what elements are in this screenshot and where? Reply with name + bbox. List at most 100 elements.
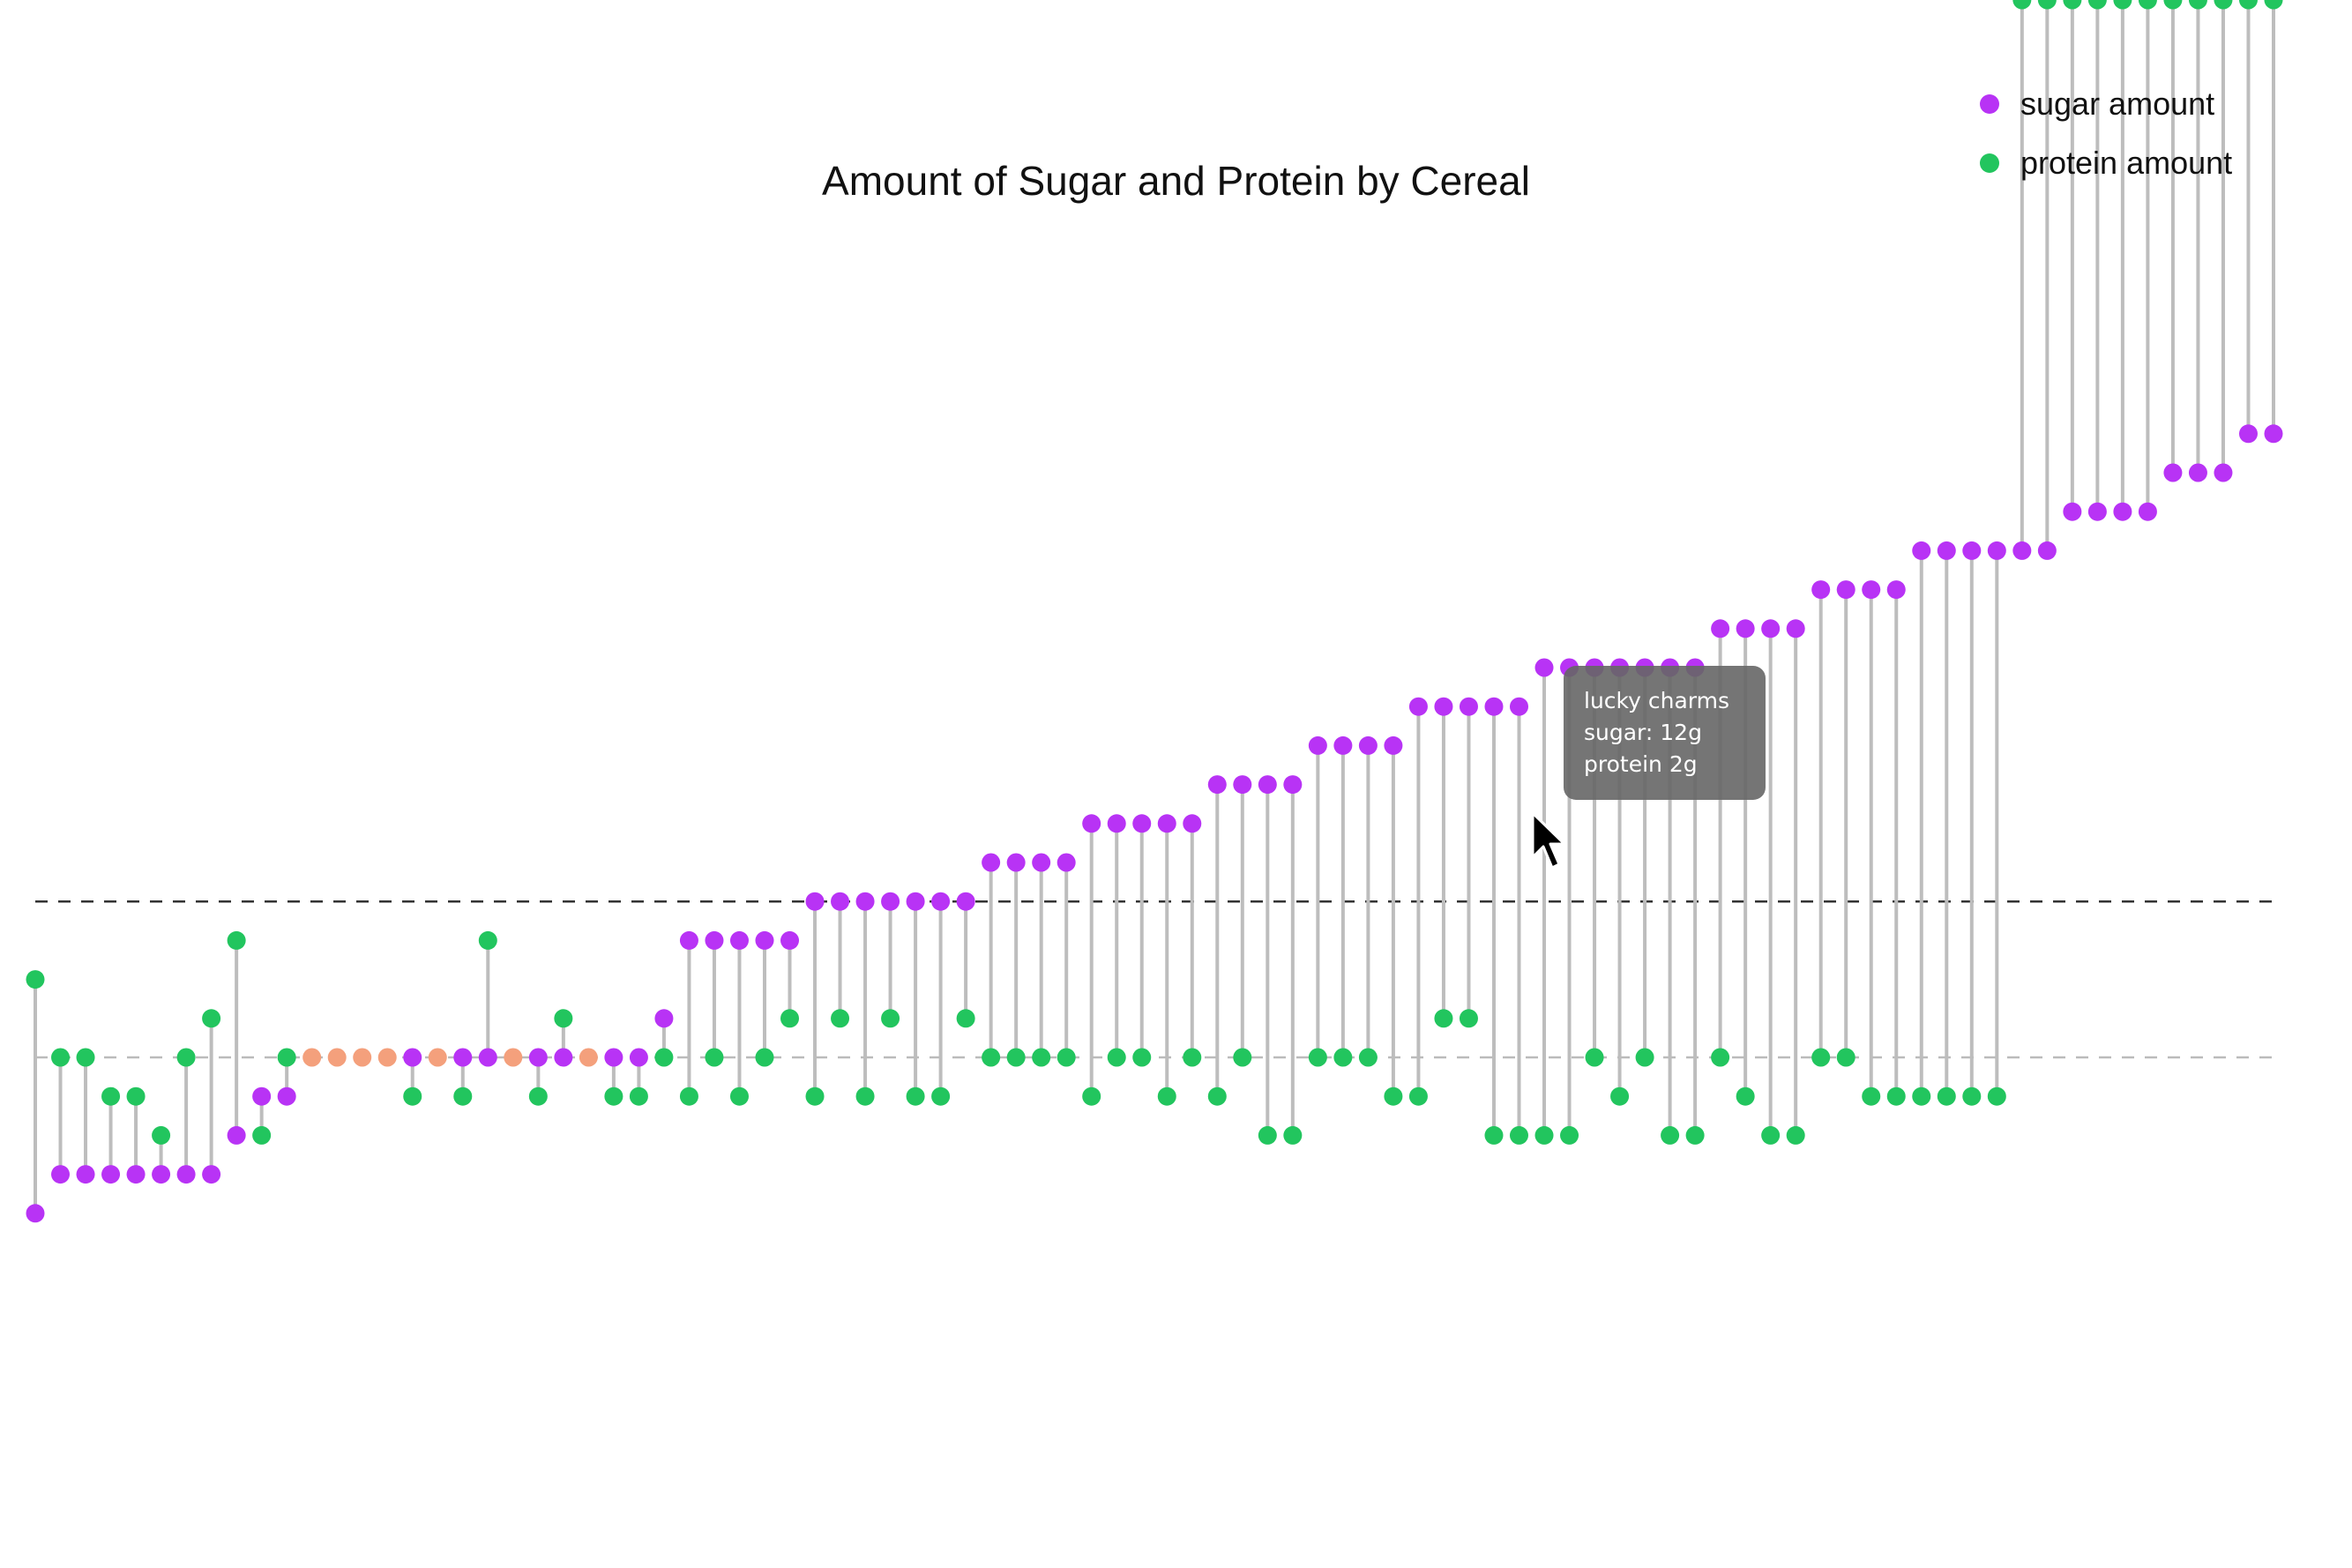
sugar-point[interactable] — [1333, 735, 1353, 755]
protein-point[interactable] — [1585, 1048, 1604, 1067]
sugar-point[interactable] — [2012, 541, 2032, 560]
sugar-point[interactable] — [982, 853, 1001, 872]
sugar-point[interactable] — [729, 930, 749, 950]
sugar-point[interactable] — [176, 1165, 196, 1184]
sugar-point[interactable] — [227, 1125, 246, 1145]
legend-item-sugar[interactable]: sugar amount — [1980, 74, 2232, 133]
sugar-point[interactable] — [478, 1048, 497, 1067]
protein-point[interactable] — [1207, 1086, 1227, 1106]
sugar-point[interactable] — [126, 1165, 146, 1184]
protein-point[interactable] — [1862, 1086, 1881, 1106]
sugar-point[interactable] — [1711, 619, 1730, 638]
protein-point[interactable] — [51, 1048, 71, 1067]
sugar-point[interactable] — [931, 892, 951, 911]
sugar-point[interactable] — [2087, 502, 2107, 521]
sugar-point[interactable] — [1962, 541, 1982, 560]
sugar-point[interactable] — [755, 930, 774, 950]
sugar-point[interactable] — [101, 1165, 121, 1184]
sugar-point[interactable] — [1107, 814, 1126, 833]
protein-point[interactable] — [2264, 0, 2283, 10]
sugar-point[interactable] — [1811, 580, 1831, 600]
protein-point[interactable] — [679, 1086, 698, 1106]
sugar-point[interactable] — [705, 930, 724, 950]
sugar-point[interactable] — [1207, 775, 1227, 795]
sugar-point[interactable] — [1308, 735, 1327, 755]
protein-point[interactable] — [2163, 0, 2183, 10]
sugar-point[interactable] — [629, 1048, 648, 1067]
protein-point[interactable] — [1484, 1125, 1504, 1145]
sugar-point[interactable] — [1761, 619, 1781, 638]
sugar-point[interactable] — [831, 892, 850, 911]
protein-point[interactable] — [227, 930, 246, 950]
protein-point[interactable] — [1711, 1048, 1730, 1067]
protein-point[interactable] — [1886, 1086, 1906, 1106]
sugar-point[interactable] — [956, 892, 975, 911]
protein-point[interactable] — [1736, 1086, 1755, 1106]
sugar-point[interactable] — [2264, 424, 2283, 444]
protein-point[interactable] — [805, 1086, 825, 1106]
protein-point[interactable] — [604, 1086, 623, 1106]
protein-point[interactable] — [528, 1086, 548, 1106]
sugar-point[interactable] — [1157, 814, 1176, 833]
sugar-point[interactable] — [881, 892, 900, 911]
sugar-point[interactable] — [252, 1086, 272, 1106]
protein-point[interactable] — [956, 1009, 975, 1028]
sugar-point[interactable] — [2163, 463, 2183, 482]
protein-point[interactable] — [2087, 0, 2107, 10]
protein-point[interactable] — [26, 970, 45, 989]
protein-point[interactable] — [2214, 0, 2233, 10]
protein-point[interactable] — [1408, 1086, 1428, 1106]
protein-point[interactable] — [2012, 0, 2032, 10]
sugar-point[interactable] — [403, 1048, 422, 1067]
protein-point[interactable] — [2037, 0, 2057, 10]
protein-point[interactable] — [1157, 1086, 1176, 1106]
protein-point[interactable] — [1057, 1048, 1076, 1067]
equal-point[interactable] — [377, 1048, 397, 1067]
sugar-point[interactable] — [1836, 580, 1855, 600]
protein-point[interactable] — [906, 1086, 925, 1106]
protein-point[interactable] — [1836, 1048, 1855, 1067]
sugar-point[interactable] — [780, 930, 800, 950]
protein-point[interactable] — [629, 1086, 648, 1106]
protein-point[interactable] — [931, 1086, 951, 1106]
sugar-point[interactable] — [1459, 697, 1478, 716]
sugar-point[interactable] — [1862, 580, 1881, 600]
protein-point[interactable] — [1610, 1086, 1630, 1106]
protein-point[interactable] — [1937, 1086, 1956, 1106]
equal-point[interactable] — [428, 1048, 447, 1067]
sugar-point[interactable] — [1258, 775, 1277, 795]
protein-point[interactable] — [277, 1048, 296, 1067]
sugar-point[interactable] — [2238, 424, 2258, 444]
sugar-point[interactable] — [855, 892, 875, 911]
protein-point[interactable] — [1132, 1048, 1152, 1067]
protein-point[interactable] — [1258, 1125, 1277, 1145]
protein-point[interactable] — [1283, 1125, 1303, 1145]
protein-point[interactable] — [855, 1086, 875, 1106]
sugar-point[interactable] — [2214, 463, 2233, 482]
protein-point[interactable] — [2138, 0, 2157, 10]
protein-point[interactable] — [1434, 1009, 1453, 1028]
protein-point[interactable] — [831, 1009, 850, 1028]
protein-point[interactable] — [1534, 1125, 1554, 1145]
sugar-point[interactable] — [1082, 814, 1101, 833]
protein-point[interactable] — [881, 1009, 900, 1028]
protein-point[interactable] — [1032, 1048, 1051, 1067]
protein-point[interactable] — [1183, 1048, 1202, 1067]
sugar-point[interactable] — [1408, 697, 1428, 716]
protein-point[interactable] — [1962, 1086, 1982, 1106]
protein-point[interactable] — [1459, 1009, 1478, 1028]
protein-point[interactable] — [780, 1009, 800, 1028]
protein-point[interactable] — [1082, 1086, 1101, 1106]
protein-point[interactable] — [76, 1048, 95, 1067]
sugar-point[interactable] — [453, 1048, 473, 1067]
sugar-point[interactable] — [1384, 735, 1403, 755]
sugar-point[interactable] — [1132, 814, 1152, 833]
sugar-point[interactable] — [805, 892, 825, 911]
sugar-point[interactable] — [1912, 541, 1931, 560]
sugar-point[interactable] — [654, 1009, 674, 1028]
sugar-point[interactable] — [1736, 619, 1755, 638]
protein-point[interactable] — [755, 1048, 774, 1067]
protein-point[interactable] — [1560, 1125, 1579, 1145]
protein-point[interactable] — [1107, 1048, 1126, 1067]
protein-point[interactable] — [1685, 1125, 1705, 1145]
